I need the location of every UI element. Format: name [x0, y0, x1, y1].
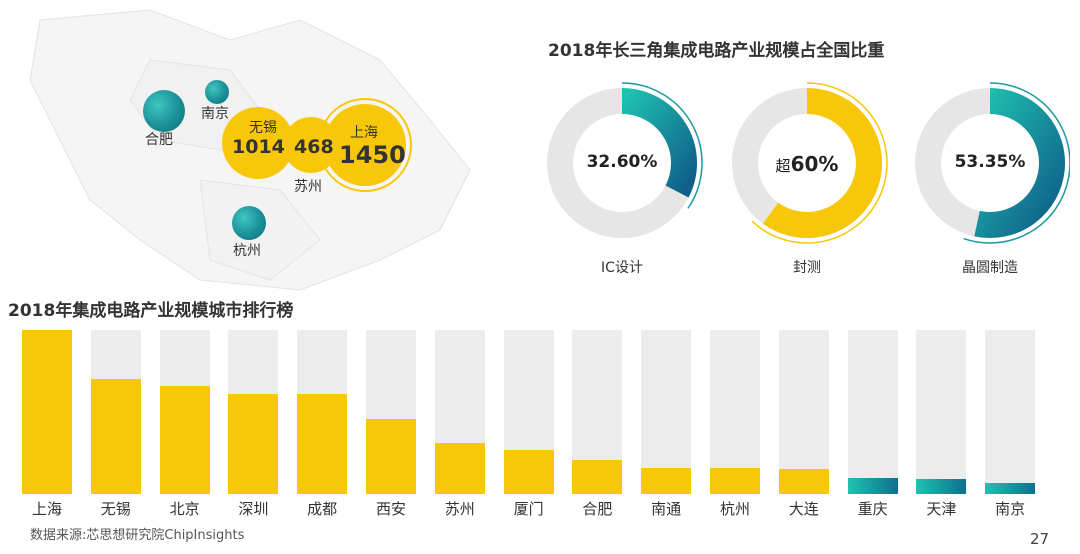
donut-label-ic: IC设计	[601, 260, 643, 276]
hangzhou-bubble	[232, 206, 266, 240]
bar-label: 合肥	[582, 500, 613, 518]
wuxi-bubble	[222, 107, 294, 179]
bar-label: 苏州	[444, 500, 475, 518]
bar-label: 无锡	[100, 500, 131, 518]
bar-column	[434, 330, 485, 494]
shanghai-label: 上海	[350, 125, 378, 141]
donut-value-packaging: 超60%	[775, 152, 839, 176]
bar-label: 厦门	[513, 500, 544, 518]
bar-column	[22, 330, 72, 494]
bar-label: 重庆	[857, 500, 888, 518]
shanghai-bubble-ring	[318, 98, 412, 192]
bar-column	[710, 330, 760, 494]
donut-arc-1	[762, 88, 882, 238]
donut-arc-0	[621, 88, 697, 198]
wuxi-value: 1014	[232, 136, 285, 158]
donut-arc-2	[974, 88, 1065, 238]
bar	[90, 379, 141, 494]
bar	[22, 330, 72, 494]
nanjing-label: 南京	[201, 106, 229, 122]
bar	[778, 469, 829, 494]
data-source: 数据来源:芯思想研究院ChipInsights	[30, 528, 245, 543]
bar	[847, 477, 898, 494]
bar-column	[228, 330, 279, 494]
bar	[228, 393, 279, 494]
bar-label: 天津	[926, 500, 957, 518]
bar	[159, 385, 210, 494]
bar-column	[985, 330, 1036, 494]
donut-value-wafer: 53.35%	[954, 152, 1026, 172]
bar-label: 西安	[375, 500, 406, 518]
donut-label-wafer: 晶圆制造	[962, 260, 1018, 276]
donut-value-ic: 32.60%	[586, 152, 658, 172]
suzhou-value: 468	[294, 136, 334, 158]
donut-section-title: 2018年长三角集成电路产业规模占全国比重	[548, 41, 885, 61]
bar	[710, 467, 760, 494]
donut-charts	[547, 82, 1070, 244]
bar	[641, 467, 692, 494]
bar-column	[641, 330, 692, 494]
bar-column	[159, 330, 210, 494]
bar-label: 上海	[31, 500, 62, 518]
hangzhou-label: 杭州	[233, 243, 261, 259]
shanghai-value: 1450	[339, 141, 406, 169]
bar	[434, 443, 485, 494]
bar-column	[916, 330, 967, 494]
bar-label: 杭州	[719, 500, 750, 518]
donut-prefix-packaging: 超	[775, 157, 791, 175]
hefei-label: 合肥	[145, 132, 173, 148]
bar-label: 北京	[169, 500, 200, 518]
bar-column	[366, 330, 416, 494]
bar-label: 南京	[995, 500, 1026, 518]
bar	[985, 482, 1036, 494]
bar	[503, 449, 554, 494]
bar	[916, 479, 967, 494]
bar-column	[90, 330, 141, 494]
shanghai-bubble	[324, 104, 406, 186]
bar-column	[503, 330, 554, 494]
suzhou-label: 苏州	[294, 179, 322, 195]
wuxi-label: 无锡	[249, 120, 277, 136]
bar-label: 南通	[651, 500, 682, 518]
bar	[366, 418, 416, 494]
bar-label: 成都	[307, 500, 338, 518]
bar-column	[297, 330, 348, 494]
bar	[297, 393, 348, 494]
bar-column	[778, 330, 829, 494]
bar-column	[572, 330, 623, 494]
hefei-bubble	[143, 90, 185, 132]
bar-section-title: 2018年集成电路产业规模城市排行榜	[8, 301, 294, 321]
bar-label: 大连	[788, 500, 819, 518]
bar-column	[847, 330, 898, 494]
donut-label-packaging: 封测	[793, 260, 821, 276]
bar	[572, 459, 623, 494]
page-number: 27	[1030, 530, 1050, 548]
donut-outer-ring-1	[751, 82, 888, 244]
nanjing-bubble	[205, 80, 229, 104]
donut-outer-ring-0	[621, 82, 703, 209]
bar-label: 深圳	[238, 500, 269, 518]
donut-outer-ring-2	[963, 82, 1070, 244]
